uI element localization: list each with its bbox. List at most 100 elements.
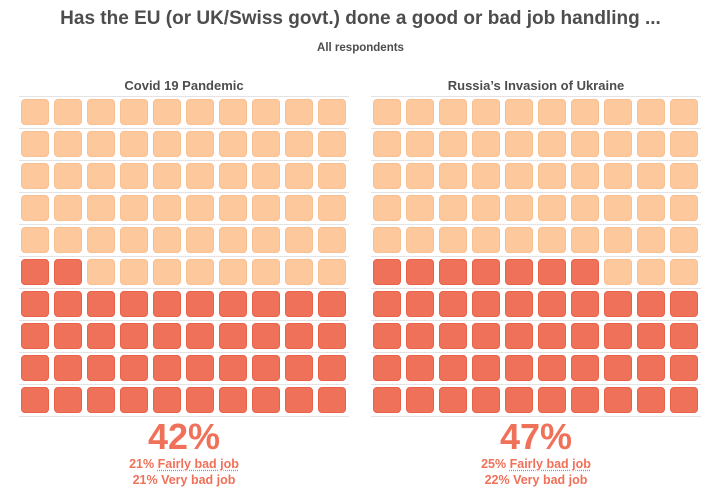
waffle-cell-other <box>670 259 698 285</box>
fairly-bad-line: 21% Fairly bad job <box>19 456 349 472</box>
waffle-cell-other <box>318 259 346 285</box>
waffle-cell-other <box>285 259 313 285</box>
waffle-cell-other <box>373 99 401 125</box>
waffle-cell-other <box>21 195 49 221</box>
waffle-cell-other <box>186 163 214 189</box>
waffle-cell-other <box>505 131 533 157</box>
waffle-cell-other <box>637 195 665 221</box>
waffle-cell-bad <box>21 291 49 317</box>
waffle-cell-other <box>538 131 566 157</box>
waffle-cell-bad <box>373 323 401 349</box>
waffle-cell-bad <box>219 355 247 381</box>
waffle-cell-other <box>54 163 82 189</box>
row-separator <box>19 320 349 321</box>
waffle-cell-bad <box>538 259 566 285</box>
row-separator <box>371 128 701 129</box>
waffle-cell-bad <box>472 355 500 381</box>
waffle-cell-other <box>406 163 434 189</box>
waffle-cell-other <box>252 227 280 253</box>
waffle-cell-other <box>219 163 247 189</box>
waffle-cell-other <box>472 131 500 157</box>
waffle-cell-bad <box>285 387 313 413</box>
waffle-cell-other <box>186 227 214 253</box>
waffle-cell-other <box>439 99 467 125</box>
waffle-cell-bad <box>21 259 49 285</box>
waffle-cell-bad <box>21 387 49 413</box>
waffle-grid <box>371 96 701 417</box>
waffle-cell-bad <box>54 387 82 413</box>
waffle-cell-bad <box>439 355 467 381</box>
waffle-cell-other <box>186 259 214 285</box>
fairly-bad-line: 25% Fairly bad job <box>371 456 701 472</box>
waffle-cell-bad <box>219 291 247 317</box>
chart-title: Has the EU (or UK/Swiss govt.) done a go… <box>60 8 661 29</box>
waffle-cell-other <box>54 227 82 253</box>
waffle-cell-other <box>120 99 148 125</box>
waffle-cell-bad <box>87 323 115 349</box>
waffle-cell-bad <box>571 387 599 413</box>
row-separator <box>19 352 349 353</box>
waffle-cell-other <box>153 227 181 253</box>
waffle-cell-other <box>637 99 665 125</box>
waffle-cell-bad <box>87 355 115 381</box>
waffle-cell-bad <box>637 387 665 413</box>
waffle-cell-bad <box>670 387 698 413</box>
waffle-cell-bad <box>186 291 214 317</box>
waffle-cell-other <box>637 131 665 157</box>
waffle-cell-other <box>21 227 49 253</box>
row-separator <box>371 320 701 321</box>
waffle-cell-other <box>538 227 566 253</box>
waffle-cell-other <box>505 99 533 125</box>
waffle-cell-bad <box>373 355 401 381</box>
waffle-cell-other <box>285 163 313 189</box>
row-separator <box>19 192 349 193</box>
waffle-cell-other <box>670 227 698 253</box>
waffle-cell-bad <box>186 387 214 413</box>
waffle-cell-bad <box>54 355 82 381</box>
waffle-cell-bad <box>604 355 632 381</box>
waffle-cell-bad <box>637 291 665 317</box>
waffle-cell-bad <box>120 355 148 381</box>
waffle-cell-bad <box>439 291 467 317</box>
row-separator <box>371 384 701 385</box>
waffle-cell-bad <box>406 291 434 317</box>
waffle-cell-other <box>571 163 599 189</box>
very-bad-line: 21% Very bad job <box>19 472 349 488</box>
waffle-cell-bad <box>285 291 313 317</box>
waffle-cell-bad <box>406 323 434 349</box>
waffle-cell-bad <box>252 355 280 381</box>
waffle-cell-bad <box>604 323 632 349</box>
waffle-cell-bad <box>472 387 500 413</box>
waffle-cell-other <box>120 195 148 221</box>
waffle-cell-bad <box>439 259 467 285</box>
waffle-cell-other <box>186 99 214 125</box>
chart-subtitle: All respondents <box>317 42 404 54</box>
waffle-cell-other <box>87 195 115 221</box>
waffle-cell-other <box>120 163 148 189</box>
waffle-cell-other <box>472 195 500 221</box>
row-separator <box>19 224 349 225</box>
fairly-bad-label: Fairly bad job <box>157 457 239 471</box>
waffle-cell-other <box>439 227 467 253</box>
waffle-cell-bad <box>571 355 599 381</box>
waffle-cell-bad <box>120 291 148 317</box>
waffle-cell-other <box>186 131 214 157</box>
waffle-cell-bad <box>252 323 280 349</box>
waffle-cell-other <box>54 195 82 221</box>
row-separator <box>371 160 701 161</box>
waffle-cell-bad <box>373 387 401 413</box>
waffle-cell-other <box>87 163 115 189</box>
waffle-cell-bad <box>153 291 181 317</box>
waffle-cell-bad <box>373 259 401 285</box>
waffle-cell-bad <box>538 355 566 381</box>
waffle-cell-other <box>318 227 346 253</box>
very-bad-value: 21% <box>132 473 158 487</box>
waffle-cell-bad <box>505 259 533 285</box>
row-separator <box>371 224 701 225</box>
waffle-cell-other <box>54 131 82 157</box>
row-separator <box>371 192 701 193</box>
waffle-cell-other <box>318 195 346 221</box>
waffle-cell-other <box>538 99 566 125</box>
waffle-cell-other <box>505 227 533 253</box>
waffle-cell-bad <box>318 323 346 349</box>
